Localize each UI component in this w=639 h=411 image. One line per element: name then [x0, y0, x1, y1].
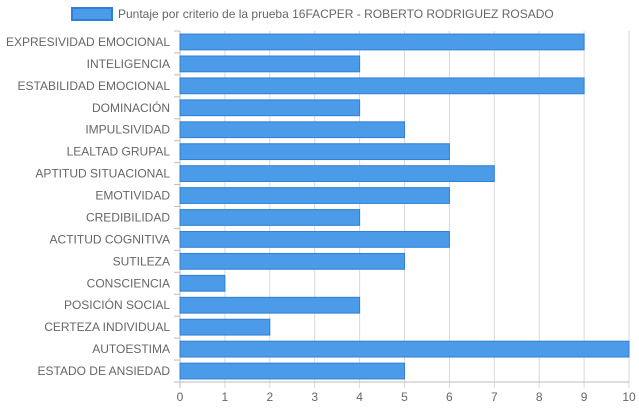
x-tick-label: 7 [491, 390, 498, 404]
x-tick-label: 10 [622, 390, 636, 404]
x-tick-label: 4 [356, 390, 363, 404]
category-label: APTITUD SITUACIONAL [35, 167, 170, 181]
x-tick-label: 5 [401, 390, 408, 404]
category-labels: EXPRESIVIDAD EMOCIONAL INTELIGENCIA ESTABI… [6, 35, 170, 378]
bar[interactable] [179, 362, 405, 380]
category-label: ACTITUD COGNITIVA [50, 232, 170, 246]
x-tick-label: 0 [177, 390, 184, 404]
bars [179, 33, 630, 380]
legend-swatch [71, 7, 113, 21]
category-label: CONSCIENCIA [87, 276, 170, 290]
bar[interactable] [179, 165, 495, 182]
x-tick-label: 3 [311, 390, 318, 404]
category-label: CREDIBILIDAD [86, 210, 170, 224]
category-label: DOMINACIÓN [92, 100, 170, 115]
bar[interactable] [179, 209, 361, 226]
bar[interactable] [179, 252, 405, 270]
legend-label: Puntaje por criterio de la prueba 16FACP… [118, 7, 554, 21]
category-label: AUTOESTIMA [92, 342, 170, 356]
bar[interactable] [179, 99, 361, 117]
bar[interactable] [179, 187, 450, 204]
bar[interactable] [179, 143, 450, 161]
category-label: ESTABILIDAD EMOCIONAL [18, 79, 171, 93]
bar[interactable] [179, 340, 630, 358]
category-label: LEALTAD GRUPAL [67, 145, 171, 159]
bar[interactable] [179, 121, 405, 139]
category-label: IMPULSIVIDAD [85, 123, 170, 137]
category-label: INTELIGENCIA [87, 57, 170, 71]
bar[interactable] [179, 33, 585, 51]
x-tick-label: 1 [222, 390, 229, 404]
category-label: ESTADO DE ANSIEDAD [38, 364, 171, 378]
category-label: EXPRESIVIDAD EMOCIONAL [6, 35, 170, 49]
category-label: EMOTIVIDAD [95, 189, 170, 203]
x-tick-label: 9 [581, 390, 588, 404]
category-label: SUTILEZA [113, 254, 170, 268]
bar[interactable] [179, 55, 361, 73]
bar[interactable] [179, 318, 271, 336]
x-axis-ticks: 0 1 2 3 4 5 6 7 8 9 10 [177, 390, 636, 404]
x-tick-label: 8 [536, 390, 543, 404]
bar[interactable] [179, 231, 450, 248]
category-label: POSICIÓN SOCIAL [64, 297, 170, 312]
x-tick-label: 2 [266, 390, 273, 404]
category-label: CERTEZA INDIVIDUAL [44, 320, 170, 334]
x-tick-label: 6 [446, 390, 453, 404]
bar[interactable] [179, 274, 226, 292]
legend[interactable]: Puntaje por criterio de la prueba 16FACP… [71, 7, 554, 21]
bar[interactable] [179, 77, 585, 95]
bar[interactable] [179, 296, 361, 314]
